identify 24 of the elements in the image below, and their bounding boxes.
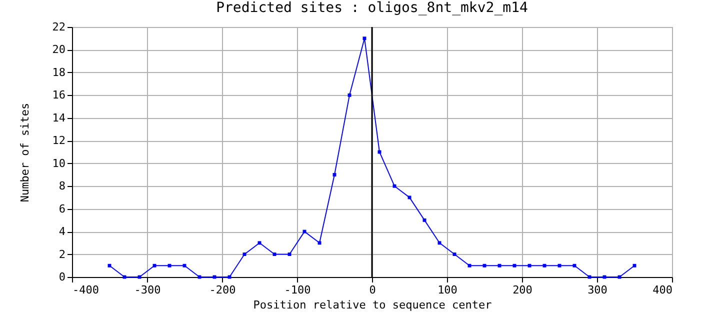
y-tick-label: 22 [52, 20, 66, 34]
y-tick-label: 8 [58, 180, 66, 193]
x-tick-label: -200 [209, 284, 236, 296]
y-tick-label: 18 [52, 66, 66, 79]
x-tick-label: 0 [369, 284, 376, 296]
y-tick-label: 20 [52, 43, 66, 56]
x-tick-label: 300 [588, 284, 608, 296]
y-tick-label: 12 [52, 134, 66, 148]
x-tick-label: -300 [134, 284, 161, 296]
y-tick-label: 0 [58, 270, 66, 284]
chart-title: Predicted sites : oligos_8nt_mkv2_m14 [216, 0, 528, 16]
x-axis-title: Position relative to sequence center [253, 298, 492, 312]
x-tick-label: 400 [652, 284, 672, 296]
y-tick-label: 10 [52, 156, 66, 170]
x-tick-label: -400 [72, 284, 99, 296]
x-tick-label: -100 [284, 284, 311, 296]
y-tick-label: 16 [52, 88, 66, 102]
x-tick-label: 100 [438, 284, 458, 296]
y-tick-label: 14 [52, 111, 66, 124]
x-tick-label: 200 [512, 284, 532, 296]
y-axis-title: Number of sites [18, 102, 32, 202]
y-tick-label: 4 [58, 225, 66, 238]
y-tick-label: 6 [58, 202, 66, 216]
y-tick-label: 2 [58, 248, 66, 261]
